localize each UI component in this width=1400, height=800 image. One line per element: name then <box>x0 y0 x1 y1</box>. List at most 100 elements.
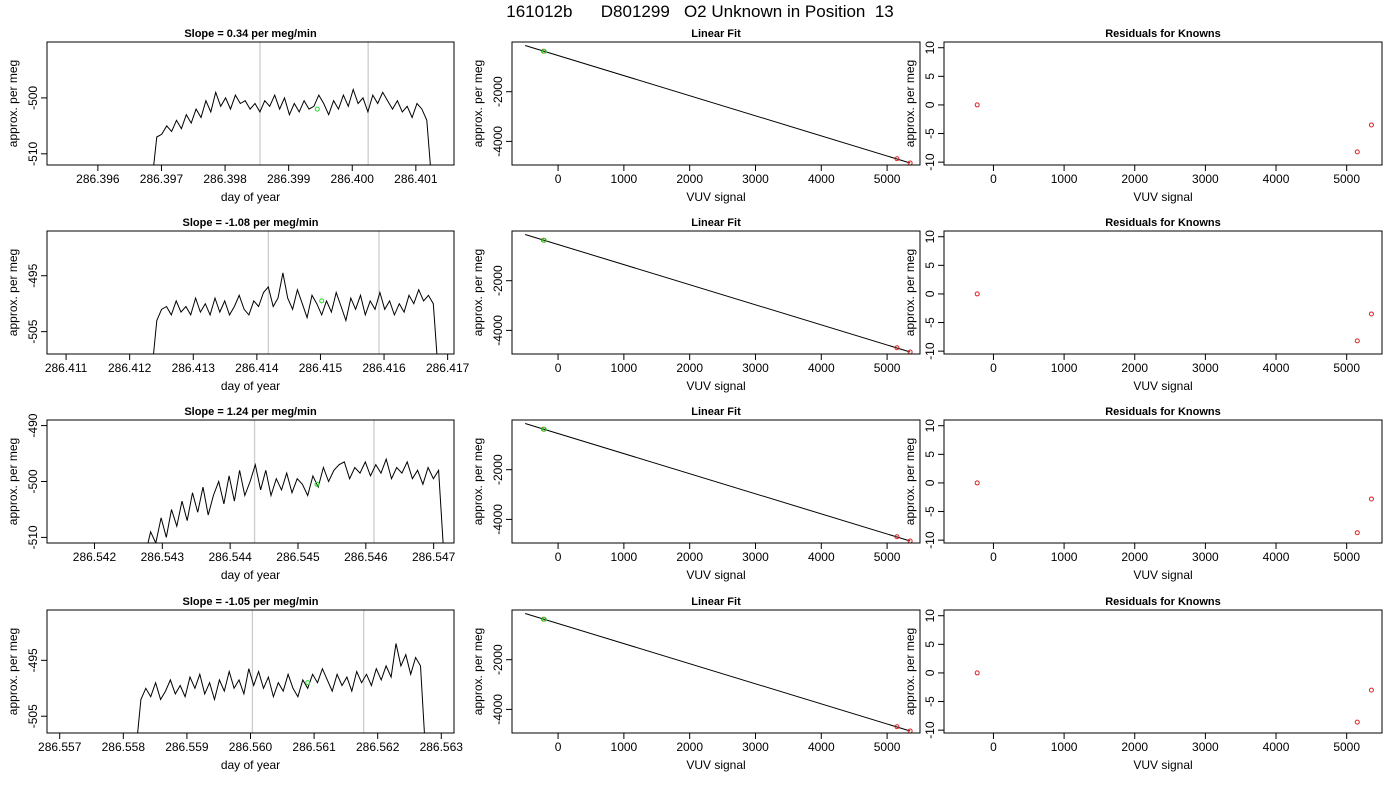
plot-area <box>525 45 913 165</box>
known-point <box>894 345 900 351</box>
chart-panel-linear-fit: Linear Fit VUV signal approx. per meg 0 1000… <box>471 596 921 772</box>
residual-point <box>1368 311 1374 317</box>
x-tick-label: 4000 <box>808 740 835 754</box>
x-tick-label: 0 <box>555 361 562 375</box>
fit-line <box>525 423 911 542</box>
plot-area <box>974 291 1374 344</box>
x-axis-label: day of year <box>221 190 280 204</box>
x-tick-label: 5000 <box>874 172 901 186</box>
mean-point <box>314 481 320 487</box>
x-tick-label: 4000 <box>808 550 835 564</box>
x-axis-label: VUV signal <box>686 379 745 393</box>
y-axis-label: approx. per meg <box>903 438 917 525</box>
y-tick-label: 0 <box>923 479 937 486</box>
residual-point <box>1354 530 1360 536</box>
chart-title: Linear Fit <box>691 28 741 40</box>
y-tick-label: -5 <box>923 317 937 328</box>
x-tick-label: 1000 <box>611 172 638 186</box>
x-tick-label: 286.559 <box>165 740 209 754</box>
x-tick-label: 5000 <box>874 361 901 375</box>
y-tick-label: 10 <box>923 230 937 244</box>
y-axis-label: approx. per meg <box>471 60 485 147</box>
chart-title: Slope = -1.05 per meg/min <box>182 596 318 608</box>
known-point <box>894 534 900 540</box>
y-axis-label: approx. per meg <box>6 249 20 336</box>
x-tick-label: 0 <box>990 172 997 186</box>
y-tick-label: -505 <box>26 704 40 728</box>
residual-point <box>1368 122 1374 128</box>
x-tick-label: 286.547 <box>412 550 456 564</box>
residual-point <box>974 670 980 676</box>
plot-area <box>974 102 1374 155</box>
x-tick-label: 1000 <box>1051 172 1078 186</box>
plot-frame <box>46 609 455 734</box>
x-axis-label: day of year <box>221 379 280 393</box>
x-tick-label: 3000 <box>1192 361 1219 375</box>
x-tick-label: 3000 <box>1192 740 1219 754</box>
x-tick-label: 286.545 <box>276 550 320 564</box>
fit-line <box>525 613 911 732</box>
unknown-point <box>541 426 547 432</box>
page-title: 161012b D801299 O2 Unknown in Position 1… <box>506 2 894 21</box>
y-tick-label: -2000 <box>491 644 505 675</box>
x-tick-label: 286.414 <box>235 361 279 375</box>
chart-title: Linear Fit <box>691 406 741 418</box>
chart-panel-linear-fit: Linear Fit VUV signal approx. per meg 0 1000… <box>471 217 921 393</box>
x-axis-label: day of year <box>221 568 280 582</box>
y-axis-label: approx. per meg <box>6 628 20 715</box>
x-axis-label: VUV signal <box>686 568 745 582</box>
x-tick-label: 2000 <box>1121 740 1148 754</box>
x-tick-label: 286.415 <box>299 361 343 375</box>
y-tick-label: -2000 <box>491 454 505 485</box>
x-tick-label: 286.413 <box>172 361 216 375</box>
y-tick-label: -500 <box>26 86 40 110</box>
y-tick-label: -10 <box>923 342 937 360</box>
y-tick-label: 5 <box>923 262 937 269</box>
chart-panel-residuals: Residuals for Knowns VUV signal approx. pe… <box>903 596 1383 772</box>
x-axis-label: day of year <box>221 758 280 772</box>
y-tick-label: -2000 <box>491 265 505 296</box>
x-tick-label: 3000 <box>742 550 769 564</box>
x-tick-label: 2000 <box>676 740 703 754</box>
y-tick-label: 5 <box>923 73 937 80</box>
x-tick-label: 0 <box>555 172 562 186</box>
x-tick-label: 286.400 <box>331 172 375 186</box>
residual-point <box>1354 719 1360 725</box>
x-tick-label: 0 <box>990 361 997 375</box>
series-line <box>147 457 444 543</box>
chart-title: Residuals for Knowns <box>1105 596 1221 608</box>
x-tick-label: 286.396 <box>76 172 120 186</box>
chart-panel-linear-fit: Linear Fit VUV signal approx. per meg 0 1000… <box>471 406 921 582</box>
x-tick-label: 2000 <box>1121 172 1148 186</box>
x-tick-label: 5000 <box>1333 361 1360 375</box>
x-tick-label: 4000 <box>1263 361 1290 375</box>
x-tick-label: 2000 <box>1121 361 1148 375</box>
plot-frame <box>943 419 1383 544</box>
y-tick-label: 10 <box>923 609 937 623</box>
x-tick-label: 0 <box>990 740 997 754</box>
x-tick-label: 286.544 <box>208 550 252 564</box>
plot-frame <box>943 41 1383 166</box>
plot-frame <box>511 609 921 734</box>
y-tick-label: 0 <box>923 290 937 297</box>
unknown-point <box>541 48 547 54</box>
chart-panel-time-series: Slope = 0.34 per meg/min day of year appro… <box>6 28 455 204</box>
plot-frame <box>46 41 455 166</box>
chart-panel-residuals: Residuals for Knowns VUV signal approx. pe… <box>903 406 1383 582</box>
x-tick-label: 0 <box>555 550 562 564</box>
x-tick-label: 3000 <box>742 361 769 375</box>
x-axis-label: VUV signal <box>686 190 745 204</box>
y-tick-label: -4000 <box>491 315 505 346</box>
y-tick-label: -4000 <box>491 126 505 157</box>
x-tick-label: 3000 <box>742 740 769 754</box>
series-line <box>153 87 431 165</box>
x-tick-label: 3000 <box>1192 550 1219 564</box>
residual-point <box>1368 687 1374 693</box>
plot-area <box>153 42 431 165</box>
x-tick-label: 3000 <box>1192 172 1219 186</box>
plot-area <box>974 670 1374 725</box>
x-tick-label: 286.543 <box>141 550 185 564</box>
known-point <box>907 728 913 733</box>
y-tick-label: -5 <box>923 506 937 517</box>
